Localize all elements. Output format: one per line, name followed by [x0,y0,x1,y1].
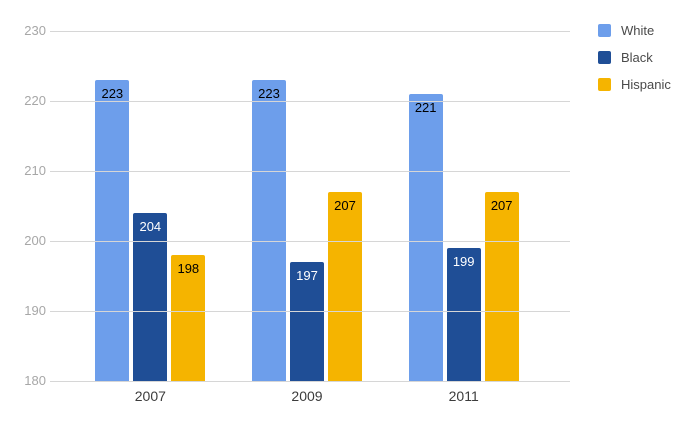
y-tick-label: 200 [24,233,46,248]
legend-item-white[interactable]: White [598,22,671,39]
bars-layer: 223 204 198 223 197 207 221 199 207 [72,31,542,381]
bar-value-label: 199 [452,254,475,269]
legend: White Black Hispanic [598,22,671,103]
bar-black-2007[interactable]: 204 [133,213,168,381]
y-tick-label: 180 [24,373,46,388]
x-tick-label-2007: 2007 [134,388,166,404]
gridline [50,30,570,32]
legend-item-black[interactable]: Black [598,49,671,66]
y-tick-label: 220 [24,93,46,108]
bar-value-label: 221 [414,100,437,115]
bar-value-label: 198 [177,261,200,276]
bar-value-label: 207 [490,198,513,213]
legend-label: Hispanic [621,77,671,92]
gridline [50,170,570,172]
bar-value-label: 223 [258,86,280,101]
bar-value-label: 207 [334,198,356,213]
gridline [50,380,570,382]
x-axis-labels: 2007 2009 2011 [72,388,542,404]
bar-hispanic-2009[interactable]: 207 [328,192,362,381]
bar-black-2011[interactable]: 199 [446,248,481,381]
gridline [50,310,570,312]
bar-value-label: 197 [296,268,318,283]
x-tick-label-2009: 2009 [291,388,323,404]
y-tick-label: 210 [24,163,46,178]
plot-area: 223 204 198 223 197 207 221 199 207 [50,30,570,382]
legend-swatch-hispanic [598,78,611,91]
bar-white-2009[interactable]: 223 [252,80,286,381]
x-tick-label-2011: 2011 [448,388,479,404]
bar-hispanic-2007[interactable]: 198 [171,255,206,381]
bar-group-2007: 223 204 198 [72,31,229,381]
bar-white-2011[interactable]: 221 [408,94,443,381]
bar-value-label: 223 [101,86,124,101]
legend-label: White [621,23,655,38]
bar-value-label: 204 [139,219,162,234]
bar-black-2009[interactable]: 197 [290,262,324,381]
bar-white-2007[interactable]: 223 [95,80,130,381]
legend-item-hispanic[interactable]: Hispanic [598,76,671,93]
gridline [50,100,570,102]
y-tick-label: 190 [24,303,46,318]
gridline [50,240,570,242]
legend-swatch-white [598,24,611,37]
legend-swatch-black [598,51,611,64]
bar-hispanic-2011[interactable]: 207 [484,192,519,381]
legend-label: Black [621,50,653,65]
bar-group-2011: 221 199 207 [385,31,542,381]
bar-group-2009: 223 197 207 [229,31,386,381]
y-tick-label: 230 [24,23,46,38]
